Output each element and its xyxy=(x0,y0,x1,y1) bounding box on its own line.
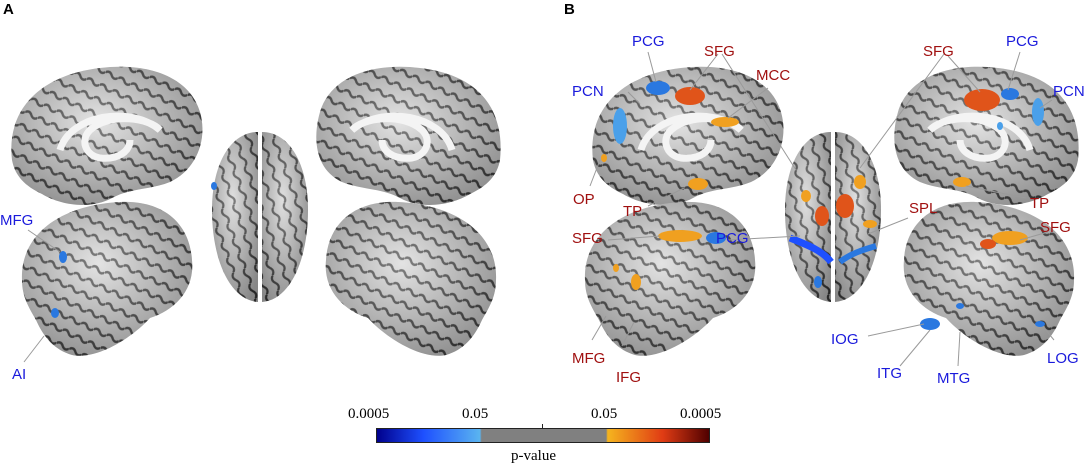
b-label-spl: SPL xyxy=(909,200,938,217)
b-label-itg: ITG xyxy=(877,365,902,382)
colorbar-tick-label-1: 0.05 xyxy=(462,406,489,422)
panel-letter-a: A xyxy=(3,1,14,18)
b-label-sfg: SFG xyxy=(572,230,603,247)
b-label-pcg: PCG xyxy=(716,230,749,247)
colorbar-tick-label-3: 0.0005 xyxy=(680,406,722,422)
b-label-sfg: SFG xyxy=(704,43,735,60)
brain-top-view xyxy=(211,132,308,302)
b-label-mtg: MTG xyxy=(937,370,971,387)
brain-right-lateral xyxy=(325,201,497,356)
brain-left-lateral xyxy=(21,201,193,356)
colorbar-tick-label-0: 0.0005 xyxy=(348,406,390,422)
b-label-iog: IOG xyxy=(831,331,859,348)
brain-left-medial xyxy=(11,66,203,205)
leader-lines-a xyxy=(23,229,61,363)
b-label-sfg: SFG xyxy=(923,43,954,60)
colorbar xyxy=(376,428,710,443)
b-label-pcn: PCN xyxy=(1053,83,1084,100)
b-label-tp: TP xyxy=(1030,195,1050,212)
brain-b-right-lateral xyxy=(903,201,1075,356)
brain-b-right-medial xyxy=(894,66,1079,205)
colorbar-tick xyxy=(542,424,543,429)
brain-b-top-view xyxy=(785,132,881,302)
b-label-ifg: IFG xyxy=(616,369,641,386)
b-label-tp: TP xyxy=(623,203,643,220)
b-label-pcn: PCN xyxy=(572,83,604,100)
colorbar-tick-label-2: 0.05 xyxy=(591,406,618,422)
b-label-op: OP xyxy=(573,191,595,208)
panel-letter-b: B xyxy=(564,1,575,18)
a-label-mfg: MFG xyxy=(0,212,34,229)
b-label-sfg: SFG xyxy=(1040,219,1071,236)
b-label-log: LOG xyxy=(1047,350,1079,367)
panel-b xyxy=(584,51,1079,367)
brain-right-medial xyxy=(316,66,501,205)
brain-b-left-lateral xyxy=(584,201,756,356)
panel-a xyxy=(11,66,501,363)
a-label-ai: AI xyxy=(12,366,27,383)
colorbar-title: p-value xyxy=(511,448,556,464)
b-label-mfg: MFG xyxy=(572,350,606,367)
b-label-pcg: PCG xyxy=(632,33,665,50)
brain-b-left-medial xyxy=(592,66,784,205)
b-label-mcc: MCC xyxy=(756,67,791,84)
leader-lines-b xyxy=(589,51,1055,367)
b-label-pcg: PCG xyxy=(1006,33,1039,50)
